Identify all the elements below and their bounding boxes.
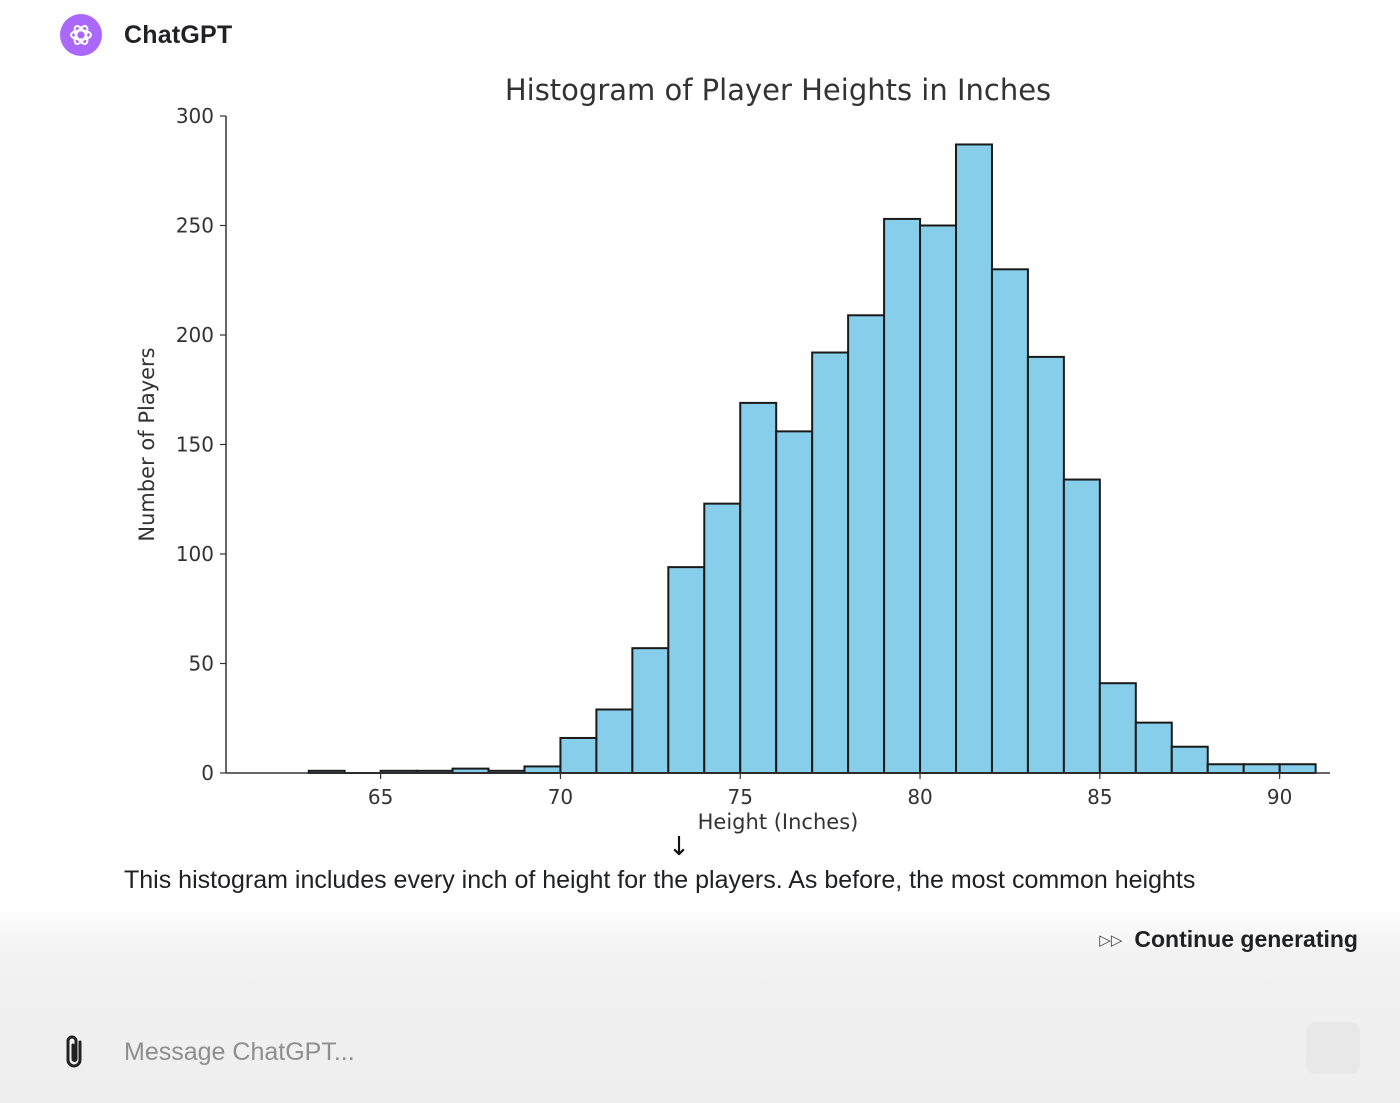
histogram-bar <box>595 708 634 774</box>
continue-generating-label: Continue generating <box>1134 926 1358 952</box>
histogram-bar <box>1134 721 1173 775</box>
histogram-bar <box>775 430 814 774</box>
x-tick-label: 70 <box>548 785 573 809</box>
x-tick-label: 90 <box>1267 785 1292 809</box>
histogram-bar <box>1098 682 1137 775</box>
x-tick-label: 65 <box>368 785 393 809</box>
arrow-down-icon[interactable]: ↓ <box>668 832 690 862</box>
histogram-bar <box>631 647 670 774</box>
y-tick-label: 0 <box>201 761 214 785</box>
histogram-bar <box>739 401 778 774</box>
y-tick-label: 100 <box>176 542 214 566</box>
histogram-bar <box>523 765 562 774</box>
histogram-bar <box>1026 355 1065 774</box>
histogram-bar <box>1206 763 1245 774</box>
y-axis-label: Number of Players <box>135 347 159 541</box>
histogram-bar <box>883 217 922 774</box>
message-composer <box>40 1012 1380 1092</box>
assistant-name: ChatGPT <box>124 20 233 49</box>
y-tick-label: 300 <box>176 104 214 128</box>
histogram-bar <box>1170 745 1209 774</box>
continue-generating-button[interactable]: ▷▷ Continue generating <box>1099 926 1358 953</box>
histogram-svg: 0 50 100 150 200 250 300 65 70 75 80 85 90 Histogram … <box>135 73 1330 834</box>
paperclip-icon[interactable] <box>58 1032 92 1072</box>
histogram-bar <box>955 143 993 775</box>
histogram-bar <box>703 502 742 774</box>
send-button[interactable] <box>1306 1022 1360 1074</box>
histogram-bar <box>559 736 598 775</box>
x-tick-label: 80 <box>907 785 932 809</box>
histogram-bar <box>919 224 958 774</box>
fast-forward-icon: ▷▷ <box>1099 930 1123 949</box>
chart-title: Histogram of Player Heights in Inches <box>505 73 1051 107</box>
histogram-bar <box>847 314 886 774</box>
assistant-message-text: This histogram includes every inch of he… <box>124 866 1196 894</box>
x-tick-label: 75 <box>728 785 753 809</box>
y-tick-label: 150 <box>176 433 214 457</box>
histogram-bar <box>990 268 1029 775</box>
composer-fade <box>0 905 1400 1103</box>
y-tick-label: 50 <box>189 652 214 676</box>
y-tick-label: 200 <box>176 323 214 347</box>
y-tick-label: 250 <box>176 214 214 238</box>
histogram-bar <box>811 351 850 774</box>
chat-header: ChatGPT <box>60 14 232 56</box>
histogram-bar <box>1278 763 1317 774</box>
histogram-chart: 0 50 100 150 200 250 300 65 70 75 80 85 90 Histogram … <box>120 66 1360 846</box>
message-input[interactable] <box>122 1036 1226 1068</box>
x-tick-label: 85 <box>1087 785 1112 809</box>
histogram-bar <box>667 566 706 775</box>
x-axis-label: Height (Inches) <box>698 810 859 834</box>
openai-logo-icon <box>60 14 102 56</box>
histogram-bar <box>1062 478 1101 774</box>
histogram-bar <box>1242 763 1281 774</box>
